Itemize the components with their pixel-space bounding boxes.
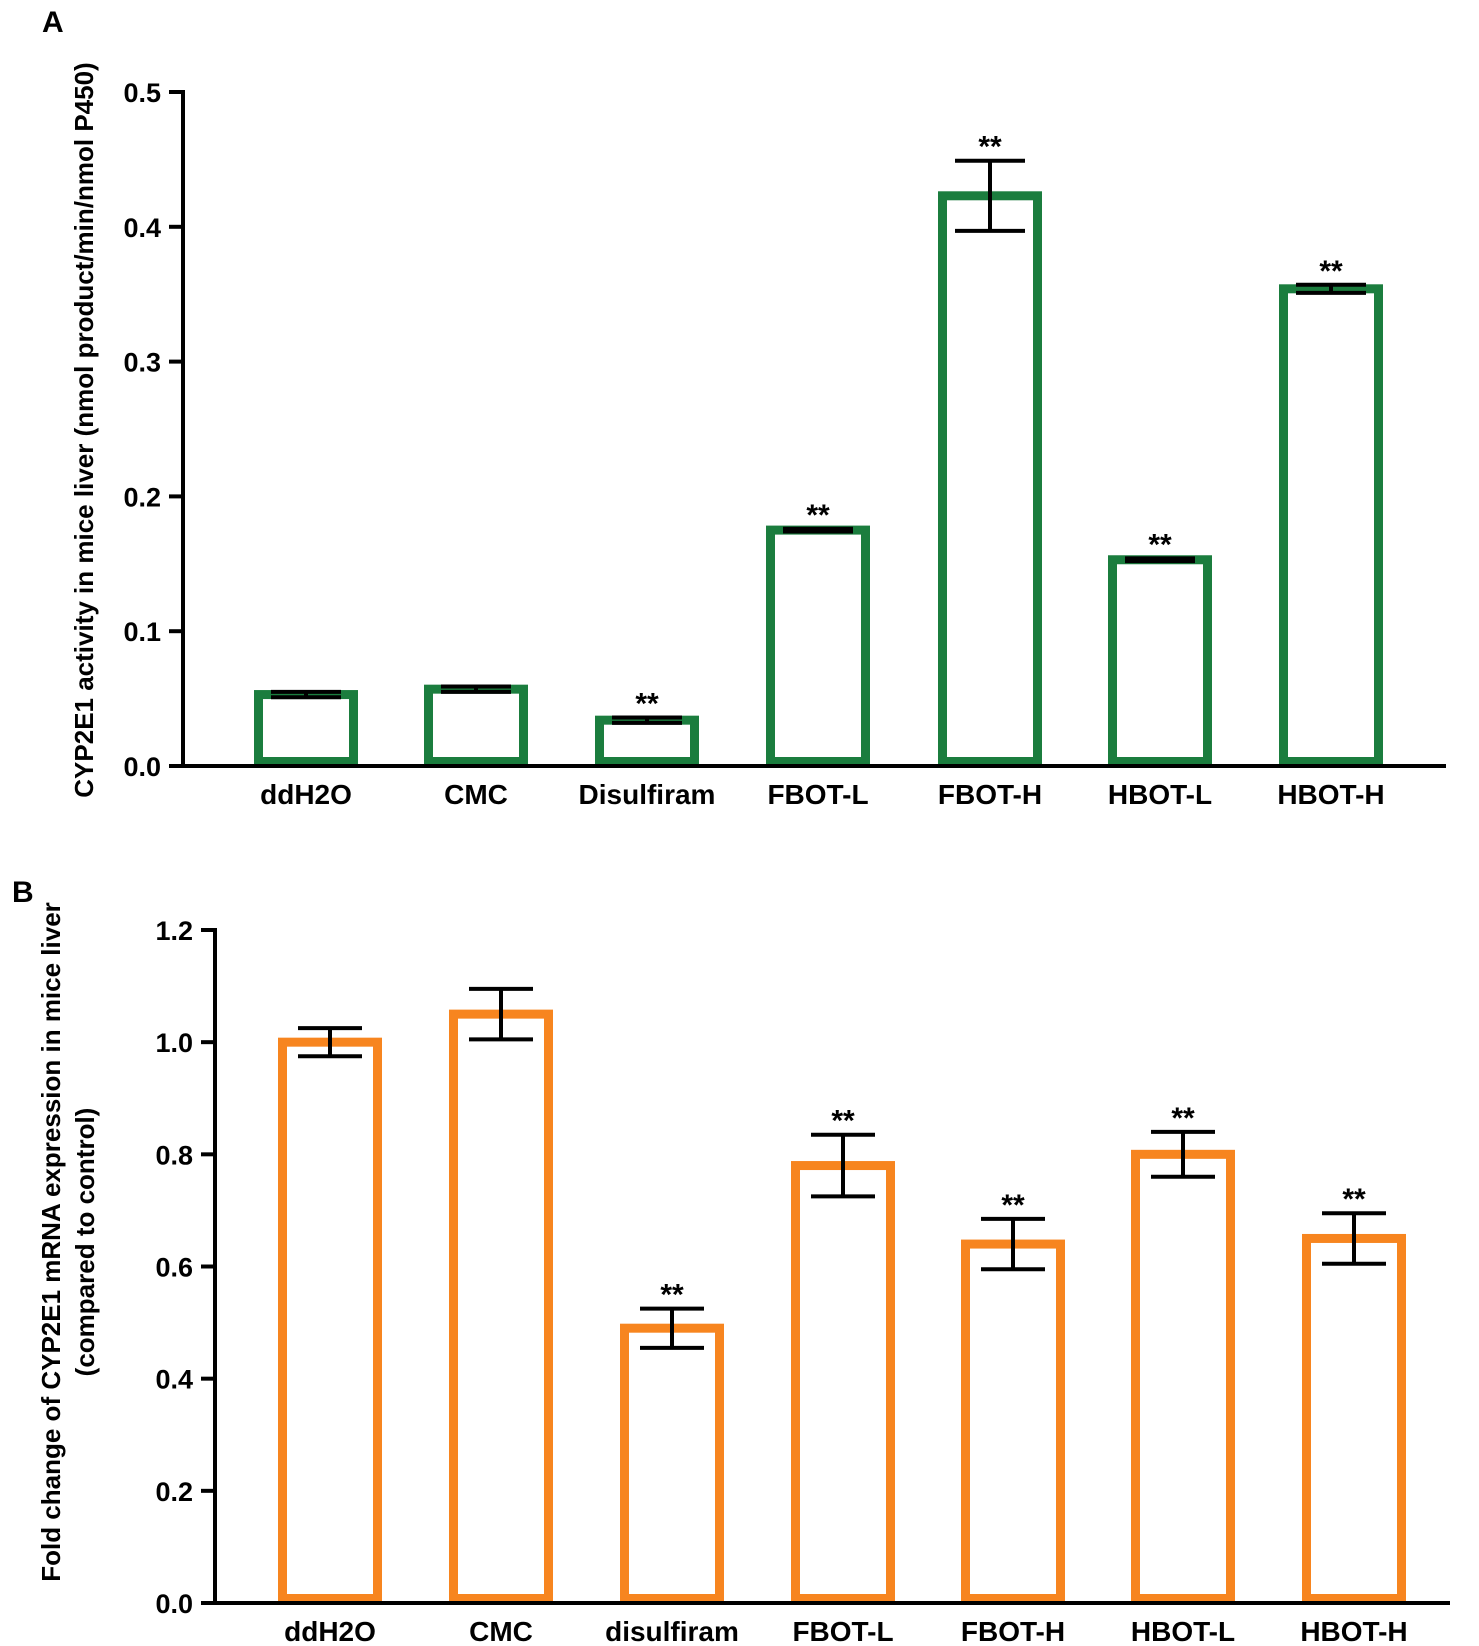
- panel-a-y-tick-label: 0.5: [123, 78, 161, 108]
- panel-b-category-label: ddH2O: [284, 1616, 376, 1646]
- panel-a-error-bar: [955, 158, 1025, 233]
- panel-b-error-bar: [640, 1306, 704, 1350]
- panel-a-bar-hbot-l: [1108, 555, 1212, 766]
- panel-b-significance-marks: ** ** ** ** **: [660, 1102, 1366, 1312]
- panel-a-significance-label: **: [1148, 528, 1172, 561]
- panel-b-significance-label: **: [831, 1105, 855, 1138]
- panel-b-error-bars: [298, 986, 1386, 1350]
- panel-b-letter: B: [12, 876, 34, 909]
- panel-a-significance-marks: ** ** ** ** **: [635, 131, 1343, 721]
- panel-a-significance-label: **: [1319, 255, 1343, 288]
- panel-b-y-tick-label: 0.0: [155, 1589, 193, 1619]
- panel-b-bar-cmc: [449, 1009, 553, 1603]
- panel-a-bars: [254, 191, 1383, 767]
- panel-a-error-bar: [783, 526, 853, 534]
- panel-b-bar-hbot-l: [1131, 1149, 1235, 1604]
- panel-b-error-bar: [298, 1026, 362, 1059]
- panel-a-y-tick-label: 0.3: [123, 348, 161, 378]
- panel-b-significance-label: **: [1342, 1183, 1366, 1216]
- panel-a-category-label: ddH2O: [260, 779, 352, 810]
- panel-a-error-bar: [441, 684, 511, 694]
- panel-b-y-tick-label: 0.4: [155, 1365, 193, 1395]
- panel-b-category-label: FBOT-H: [961, 1616, 1065, 1646]
- panel-b-y-ticks: 0.0 0.2 0.4 0.6 0.8 1.0 1.2: [155, 916, 215, 1619]
- panel-b-y-axis-label-line1: Fold change of CYP2E1 mRNA expression in…: [36, 902, 66, 1582]
- panel-a-y-tick-label: 0.1: [123, 617, 161, 647]
- panel-a-category-labels: ddH2O CMC Disulfiram FBOT-L FBOT-H HBOT-L HBOT…: [260, 779, 1385, 810]
- panel-a-bar-fbot-l: [766, 525, 870, 766]
- panel-a-bar-ddh2o: [254, 690, 358, 767]
- panel-a-category-label: HBOT-L: [1108, 779, 1212, 810]
- panel-a-chart: A CYP2E1 activity in mice liver (nmol pr…: [42, 6, 1446, 810]
- panel-b-error-bar: [1151, 1129, 1215, 1179]
- panel-a-y-axis-label: CYP2E1 activity in mice liver (nmol prod…: [69, 62, 99, 797]
- panel-a-y-ticks: 0.0 0.1 0.2 0.3 0.4 0.5: [123, 78, 183, 782]
- panel-b-category-label: CMC: [469, 1616, 533, 1646]
- panel-b-category-labels: ddH2O CMC disulfiram FBOT-L FBOT-H HBOT-L HBOT…: [284, 1616, 1408, 1646]
- panel-b-category-label: HBOT-L: [1131, 1616, 1235, 1646]
- panel-b-y-tick-label: 0.6: [155, 1253, 193, 1283]
- panel-a-bar-fbot-h: [938, 191, 1042, 766]
- panel-b-significance-label: **: [660, 1279, 684, 1312]
- panel-b-bar-hbot-h: [1302, 1233, 1406, 1604]
- panel-a-significance-label: **: [978, 131, 1002, 164]
- panel-b-bar-fbot-h: [961, 1239, 1065, 1603]
- panel-b-y-tick-label: 1.2: [155, 916, 193, 946]
- panel-a-error-bars: [271, 158, 1366, 725]
- panel-b-category-label: disulfiram: [605, 1616, 739, 1646]
- panel-a-error-bar: [271, 689, 341, 700]
- panel-b-bars: [278, 1009, 1406, 1604]
- panel-a-error-bar: [1296, 282, 1366, 295]
- panel-a-significance-label: **: [635, 687, 659, 720]
- panel-b-significance-label: **: [1171, 1102, 1195, 1135]
- panel-b-error-bar: [469, 986, 533, 1042]
- panel-b-error-bar: [1322, 1211, 1386, 1266]
- panel-b-category-label: HBOT-H: [1300, 1616, 1407, 1646]
- panel-b-chart: B Fold change of CYP2E1 mRNA expression …: [12, 876, 1450, 1646]
- panel-b-bar-ddh2o: [278, 1037, 382, 1603]
- panel-a-error-bar: [1125, 556, 1195, 564]
- panel-a-category-label: Disulfiram: [579, 779, 716, 810]
- panel-a-category-label: FBOT-L: [767, 779, 868, 810]
- panel-a-y-tick-label: 0.0: [123, 752, 161, 782]
- panel-b-y-tick-label: 0.2: [155, 1477, 193, 1507]
- panel-a-bar-cmc: [424, 684, 528, 766]
- panel-b-significance-label: **: [1001, 1189, 1025, 1222]
- panel-b-y-axis-label-line2: (compared to control): [70, 1108, 100, 1377]
- panel-b-y-tick-label: 0.8: [155, 1140, 193, 1170]
- panel-b-bar-disulfiram: [620, 1323, 724, 1603]
- panel-a-y-tick-label: 0.2: [123, 482, 161, 512]
- panel-a-category-label: CMC: [444, 779, 508, 810]
- panel-a-category-label: HBOT-H: [1277, 779, 1384, 810]
- panel-a-y-tick-label: 0.4: [123, 213, 161, 243]
- panel-a-bar-hbot-h: [1279, 284, 1383, 766]
- panel-b-y-tick-label: 1.0: [155, 1028, 193, 1058]
- panel-a-error-bar: [612, 715, 682, 725]
- panel-a-letter: A: [42, 6, 64, 39]
- panel-b-category-label: FBOT-L: [792, 1616, 893, 1646]
- panel-b-error-bar: [811, 1132, 875, 1199]
- panel-a-category-label: FBOT-H: [938, 779, 1042, 810]
- panel-a-significance-label: **: [806, 499, 830, 532]
- panel-b-bar-fbot-l: [791, 1161, 895, 1604]
- panel-a-bar-disulfiram: [595, 715, 699, 767]
- panel-b-error-bar: [981, 1216, 1045, 1272]
